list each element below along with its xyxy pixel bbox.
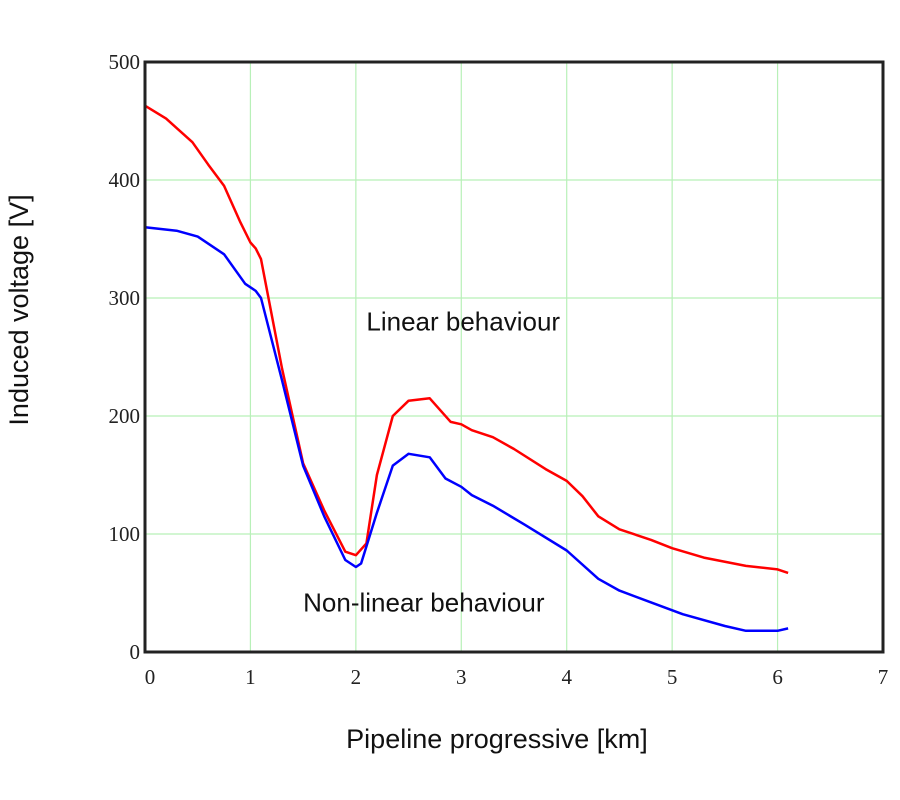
annotation-linear: Linear behaviour <box>366 307 560 337</box>
y-tick-label: 400 <box>109 168 141 192</box>
y-tick-label: 500 <box>109 50 141 74</box>
x-tick-label: 3 <box>456 665 467 689</box>
y-axis-label: Induced voltage [V] <box>4 194 34 425</box>
grid <box>144 61 884 653</box>
x-tick-label: 7 <box>878 665 889 689</box>
series-line-nonlinear <box>144 225 789 633</box>
y-tick-label: 100 <box>109 522 141 546</box>
plot-frame <box>143 60 885 654</box>
ticks: 0 1 2 3 4 5 6 7 0 100 200 300 400 500 <box>109 50 889 689</box>
series-group <box>144 104 789 633</box>
x-tick-label: 6 <box>772 665 783 689</box>
x-tick-label: 0 <box>145 665 156 689</box>
y-tick-label: 300 <box>109 286 141 310</box>
x-tick-label: 4 <box>561 665 572 689</box>
x-tick-label: 1 <box>245 665 256 689</box>
y-tick-label: 0 <box>130 640 141 664</box>
x-tick-label: 2 <box>351 665 362 689</box>
annotation-nonlinear: Non-linear behaviour <box>303 587 545 617</box>
series-line-linear <box>144 104 789 575</box>
y-tick-label: 200 <box>109 404 141 428</box>
x-axis-label: Pipeline progressive [km] <box>346 724 648 754</box>
x-tick-label: 5 <box>667 665 678 689</box>
